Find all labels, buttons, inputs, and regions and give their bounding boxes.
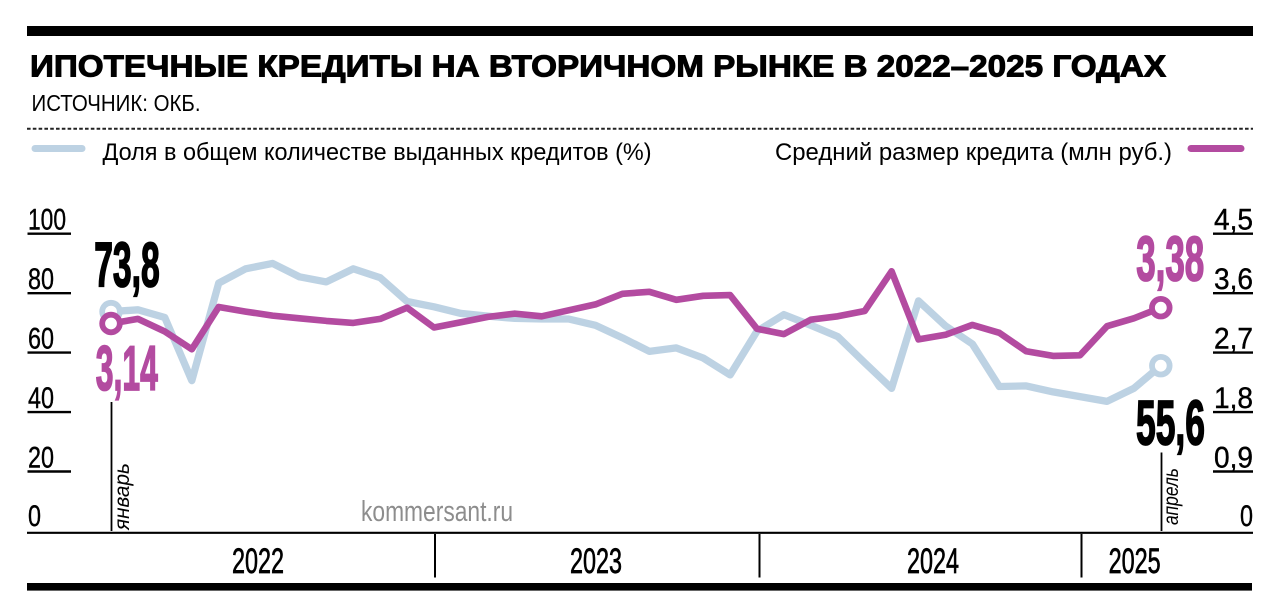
svg-text:4,5: 4,5 — [1214, 204, 1253, 237]
svg-text:январь: январь — [110, 463, 134, 531]
svg-text:2025: 2025 — [1109, 542, 1161, 581]
svg-text:Средний размер кредита (млн ру: Средний размер кредита (млн руб.) — [775, 139, 1172, 166]
svg-text:40: 40 — [28, 382, 54, 415]
svg-text:20: 20 — [28, 442, 54, 475]
svg-text:Доля в общем количестве выданн: Доля в общем количестве выданных кредито… — [103, 139, 652, 166]
svg-text:апрель: апрель — [1159, 468, 1183, 525]
svg-text:100: 100 — [28, 204, 66, 237]
svg-text:1,8: 1,8 — [1214, 382, 1253, 415]
svg-text:ИПОТЕЧНЫЕ КРЕДИТЫ НА ВТОРИЧНОМ: ИПОТЕЧНЫЕ КРЕДИТЫ НА ВТОРИЧНОМ РЫНКЕ В 2… — [30, 49, 1166, 84]
svg-text:kommersant.ru: kommersant.ru — [361, 496, 513, 528]
svg-text:3,38: 3,38 — [1136, 225, 1204, 295]
svg-text:3,6: 3,6 — [1214, 263, 1253, 296]
svg-text:3,14: 3,14 — [96, 334, 158, 404]
svg-text:2024: 2024 — [907, 542, 959, 581]
svg-text:ИСТОЧНИК: ОКБ.: ИСТОЧНИК: ОКБ. — [32, 90, 201, 116]
svg-text:2022: 2022 — [232, 542, 284, 581]
svg-text:0: 0 — [28, 500, 41, 533]
svg-text:2023: 2023 — [570, 542, 622, 581]
svg-text:80: 80 — [28, 263, 54, 296]
svg-text:55,6: 55,6 — [1136, 389, 1205, 459]
svg-text:73,8: 73,8 — [94, 231, 160, 301]
svg-text:60: 60 — [28, 323, 54, 356]
svg-text:0,9: 0,9 — [1214, 442, 1253, 475]
svg-text:2,7: 2,7 — [1214, 323, 1253, 356]
svg-text:0: 0 — [1240, 500, 1253, 533]
